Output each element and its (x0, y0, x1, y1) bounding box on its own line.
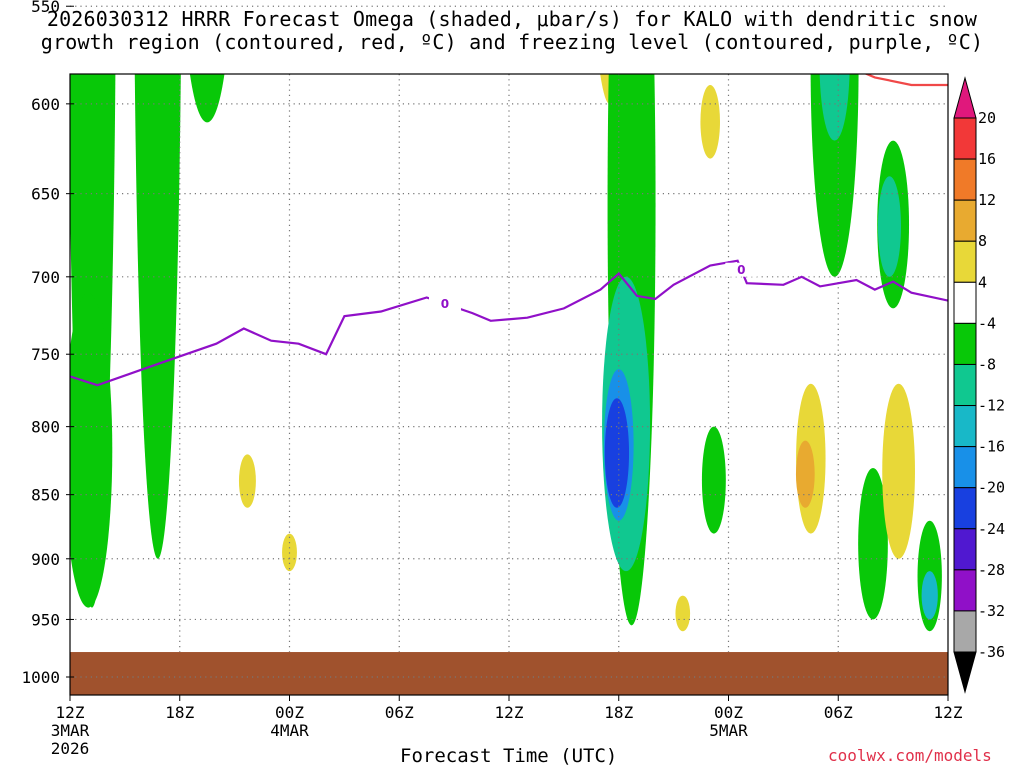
title-line-2: growth region (contoured, red, ºC) and f… (40, 30, 984, 54)
y-tick-label: 550 (31, 0, 60, 16)
colorbar-tick-label: 4 (978, 273, 987, 291)
colorbar-tick-label: -20 (978, 479, 1005, 497)
contour-label-bg (428, 296, 461, 311)
omega-region (700, 84, 720, 159)
colorbar-tick-label: -32 (978, 602, 1005, 620)
colorbar-tick-label: -36 (978, 643, 1005, 661)
colorbar-bin (953, 610, 977, 653)
contour-label: 0 (441, 297, 449, 311)
contour-label: -12 (738, 30, 760, 44)
y-tick-label: 800 (31, 418, 60, 437)
colorbar-tick-label: 12 (978, 191, 996, 209)
colorbar-tick-label: 16 (978, 150, 996, 168)
y-tick-label: 750 (31, 345, 60, 364)
x-tick-label: 18Z (604, 703, 633, 722)
colorbar-bottom-arrow (953, 651, 977, 694)
grid-lines (70, 5, 948, 678)
omega-region (70, 292, 113, 608)
y-tick-label: 950 (31, 610, 60, 629)
omega-region (858, 467, 888, 620)
contour-freezing-level (70, 259, 948, 387)
omega-region (282, 533, 297, 572)
omega-region (810, 74, 859, 277)
y-axis-ticks: 2503003504004505005506006507007508008509… (21, 0, 74, 687)
omega-region (921, 571, 938, 620)
y-tick-label: 1000 (21, 668, 60, 687)
x-tick-label: 18Z (165, 703, 194, 722)
colorbar-bin (953, 405, 977, 448)
y-tick-label: 650 (31, 185, 60, 204)
colorbar-tick-label: -8 (978, 355, 996, 373)
colorbar-tick-label: -28 (978, 561, 1005, 579)
colorbar: 20 16 12 8 4 -4 -8 -12 -16 -20 -24 -28 -32 -36 (953, 76, 1005, 694)
colorbar-bin (953, 528, 977, 571)
x-tick-label: 06Z (824, 703, 853, 722)
x-tick-date: 4MAR (270, 721, 309, 740)
y-tick-label: 900 (31, 550, 60, 569)
colorbar-tick-label: 20 (978, 109, 996, 127)
omega-region (675, 595, 691, 632)
omega-region (604, 398, 630, 508)
chart-title: 2026030312 HRRR Forecast Omega (shaded, … (0, 8, 1024, 54)
y-tick-label: 600 (31, 95, 60, 114)
colorbar-bin (953, 281, 977, 324)
omega-shading (70, 0, 942, 632)
x-tick-year: 2026 (51, 739, 90, 758)
x-tick-label: 12Z (495, 703, 524, 722)
colorbar-tick-label: 8 (978, 232, 987, 250)
x-tick-label: 00Z (275, 703, 304, 722)
contour-label-bg (733, 30, 765, 44)
colorbar-bin (953, 446, 977, 489)
omega-region (701, 426, 726, 534)
omega-region (882, 383, 915, 559)
colorbar-bin (953, 117, 977, 160)
omega-region (134, 74, 181, 559)
colorbar-bin (953, 322, 977, 365)
contour-label-bg (497, 34, 529, 48)
x-tick-label: 00Z (714, 703, 743, 722)
x-tick-label: 06Z (385, 703, 414, 722)
omega-region (795, 440, 815, 508)
omega-region (238, 454, 256, 508)
colorbar-bin (953, 363, 977, 407)
colorbar-tick-label: -16 (978, 438, 1005, 456)
contour-label: 0 (737, 263, 745, 277)
colorbar-bin (953, 240, 977, 283)
x-tick-date: 5MAR (709, 721, 748, 740)
colorbar-bin (953, 569, 977, 612)
colorbar-top-arrow (953, 76, 977, 119)
colorbar-tick-label: -12 (978, 397, 1005, 415)
contour-label-bg (725, 262, 758, 277)
omega-region (383, 0, 415, 46)
omega-region (819, 74, 850, 141)
omega-region (877, 176, 902, 277)
x-tick-label: 12Z (934, 703, 963, 722)
contour-label-bg (222, 40, 254, 54)
y-tick-label: 700 (31, 268, 60, 287)
x-tick-date: 3MAR (51, 721, 90, 740)
colorbar-bin (953, 487, 977, 530)
contour-label: -12 (502, 35, 524, 49)
title-line-1: 2026030312 HRRR Forecast Omega (shaded, … (46, 7, 978, 31)
omega-region (189, 74, 225, 123)
colorbar-tick-label: -4 (978, 314, 996, 332)
contour-label: -12 (227, 41, 249, 55)
colorbar-bin (953, 199, 977, 242)
x-axis-label: Forecast Time (UTC) (400, 745, 618, 767)
y-tick-label: 850 (31, 486, 60, 505)
credit-link[interactable]: coolwx.com/models (828, 746, 992, 765)
colorbar-bin (953, 158, 977, 201)
colorbar-tick-label: -24 (978, 520, 1005, 538)
terrain-ground (70, 652, 948, 695)
x-tick-label: 12Z (56, 703, 85, 722)
